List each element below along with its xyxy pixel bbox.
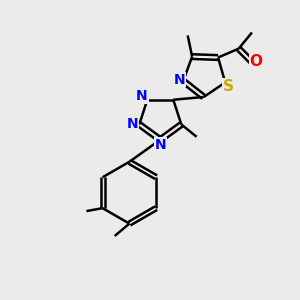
Text: N: N [174, 73, 185, 86]
Text: O: O [250, 54, 262, 69]
Text: N: N [154, 138, 166, 152]
Text: N: N [136, 89, 148, 103]
Text: S: S [223, 79, 234, 94]
Text: N: N [127, 117, 139, 131]
